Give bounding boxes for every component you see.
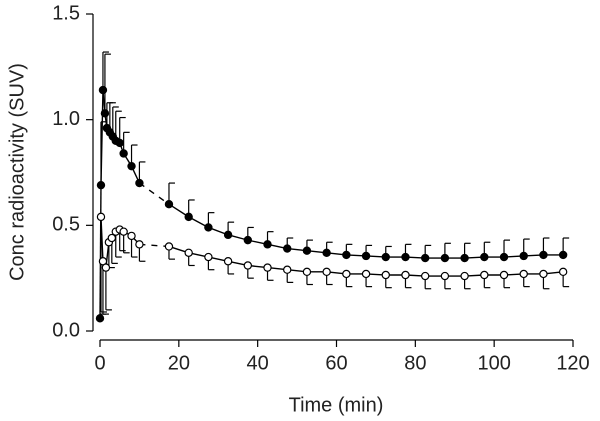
data-point bbox=[115, 138, 124, 148]
x-tick-label: 100 bbox=[477, 352, 510, 374]
data-point bbox=[283, 265, 292, 274]
data-point bbox=[480, 252, 489, 262]
y-tick-label: 1.5 bbox=[52, 2, 80, 24]
data-point bbox=[361, 269, 371, 279]
data-point bbox=[558, 250, 568, 260]
data-point bbox=[381, 252, 390, 262]
data-point bbox=[184, 248, 193, 258]
data-point bbox=[204, 252, 213, 262]
data-point bbox=[184, 212, 193, 222]
data-point bbox=[107, 233, 117, 243]
line-segment bbox=[139, 243, 170, 248]
data-point bbox=[204, 223, 213, 232]
data-point bbox=[322, 267, 331, 277]
data-point bbox=[302, 267, 312, 277]
data-point bbox=[283, 244, 292, 253]
data-point bbox=[381, 270, 390, 280]
data-point bbox=[98, 85, 108, 95]
x-tick-label: 0 bbox=[94, 352, 105, 374]
data-point bbox=[440, 271, 450, 281]
x-tick-label: 80 bbox=[404, 352, 426, 374]
data-point bbox=[100, 109, 110, 118]
x-axis-label: Time (min) bbox=[289, 394, 384, 416]
x-tick-label: 120 bbox=[556, 352, 589, 374]
y-axis-label: Conc radioactivity (SUV) bbox=[6, 63, 28, 281]
data-point bbox=[558, 267, 568, 277]
data-point bbox=[440, 253, 450, 263]
data-point bbox=[119, 149, 128, 158]
data-point bbox=[539, 250, 548, 260]
data-point bbox=[420, 271, 430, 281]
y-tick-label: 0.0 bbox=[52, 319, 80, 341]
data-point bbox=[243, 235, 253, 245]
data-point bbox=[101, 263, 111, 272]
data-point bbox=[135, 178, 144, 188]
data-point bbox=[263, 263, 272, 272]
data-point bbox=[302, 246, 312, 255]
y-tick-label: 0.5 bbox=[52, 214, 80, 236]
data-point bbox=[119, 227, 128, 236]
data-point bbox=[95, 314, 105, 323]
data-point bbox=[96, 180, 106, 190]
data-point bbox=[460, 253, 469, 263]
data-point bbox=[539, 269, 548, 279]
data-point bbox=[164, 242, 174, 251]
data-point bbox=[127, 231, 136, 241]
data-point bbox=[460, 271, 469, 281]
x-tick-label: 60 bbox=[325, 352, 347, 374]
data-point bbox=[243, 261, 253, 270]
data-point bbox=[164, 199, 174, 209]
data-point bbox=[96, 212, 106, 222]
data-point bbox=[401, 270, 410, 280]
x-tick-label: 20 bbox=[168, 352, 190, 374]
x-tick-label: 40 bbox=[247, 352, 269, 374]
data-point bbox=[519, 251, 528, 261]
data-point bbox=[322, 248, 331, 258]
data-point bbox=[499, 252, 509, 262]
data-point bbox=[127, 161, 136, 171]
data-point bbox=[420, 253, 430, 263]
data-point bbox=[263, 240, 272, 249]
data-point bbox=[223, 230, 233, 240]
data-point bbox=[480, 270, 489, 280]
y-tick-label: 1.0 bbox=[52, 108, 80, 130]
data-point bbox=[361, 251, 371, 261]
data-point bbox=[519, 269, 528, 279]
data-point bbox=[401, 252, 410, 262]
data-point bbox=[342, 269, 351, 279]
data-point bbox=[135, 240, 144, 249]
line-segment bbox=[139, 182, 170, 205]
data-point bbox=[223, 257, 233, 266]
data-point bbox=[342, 250, 351, 260]
data-point bbox=[499, 270, 509, 280]
